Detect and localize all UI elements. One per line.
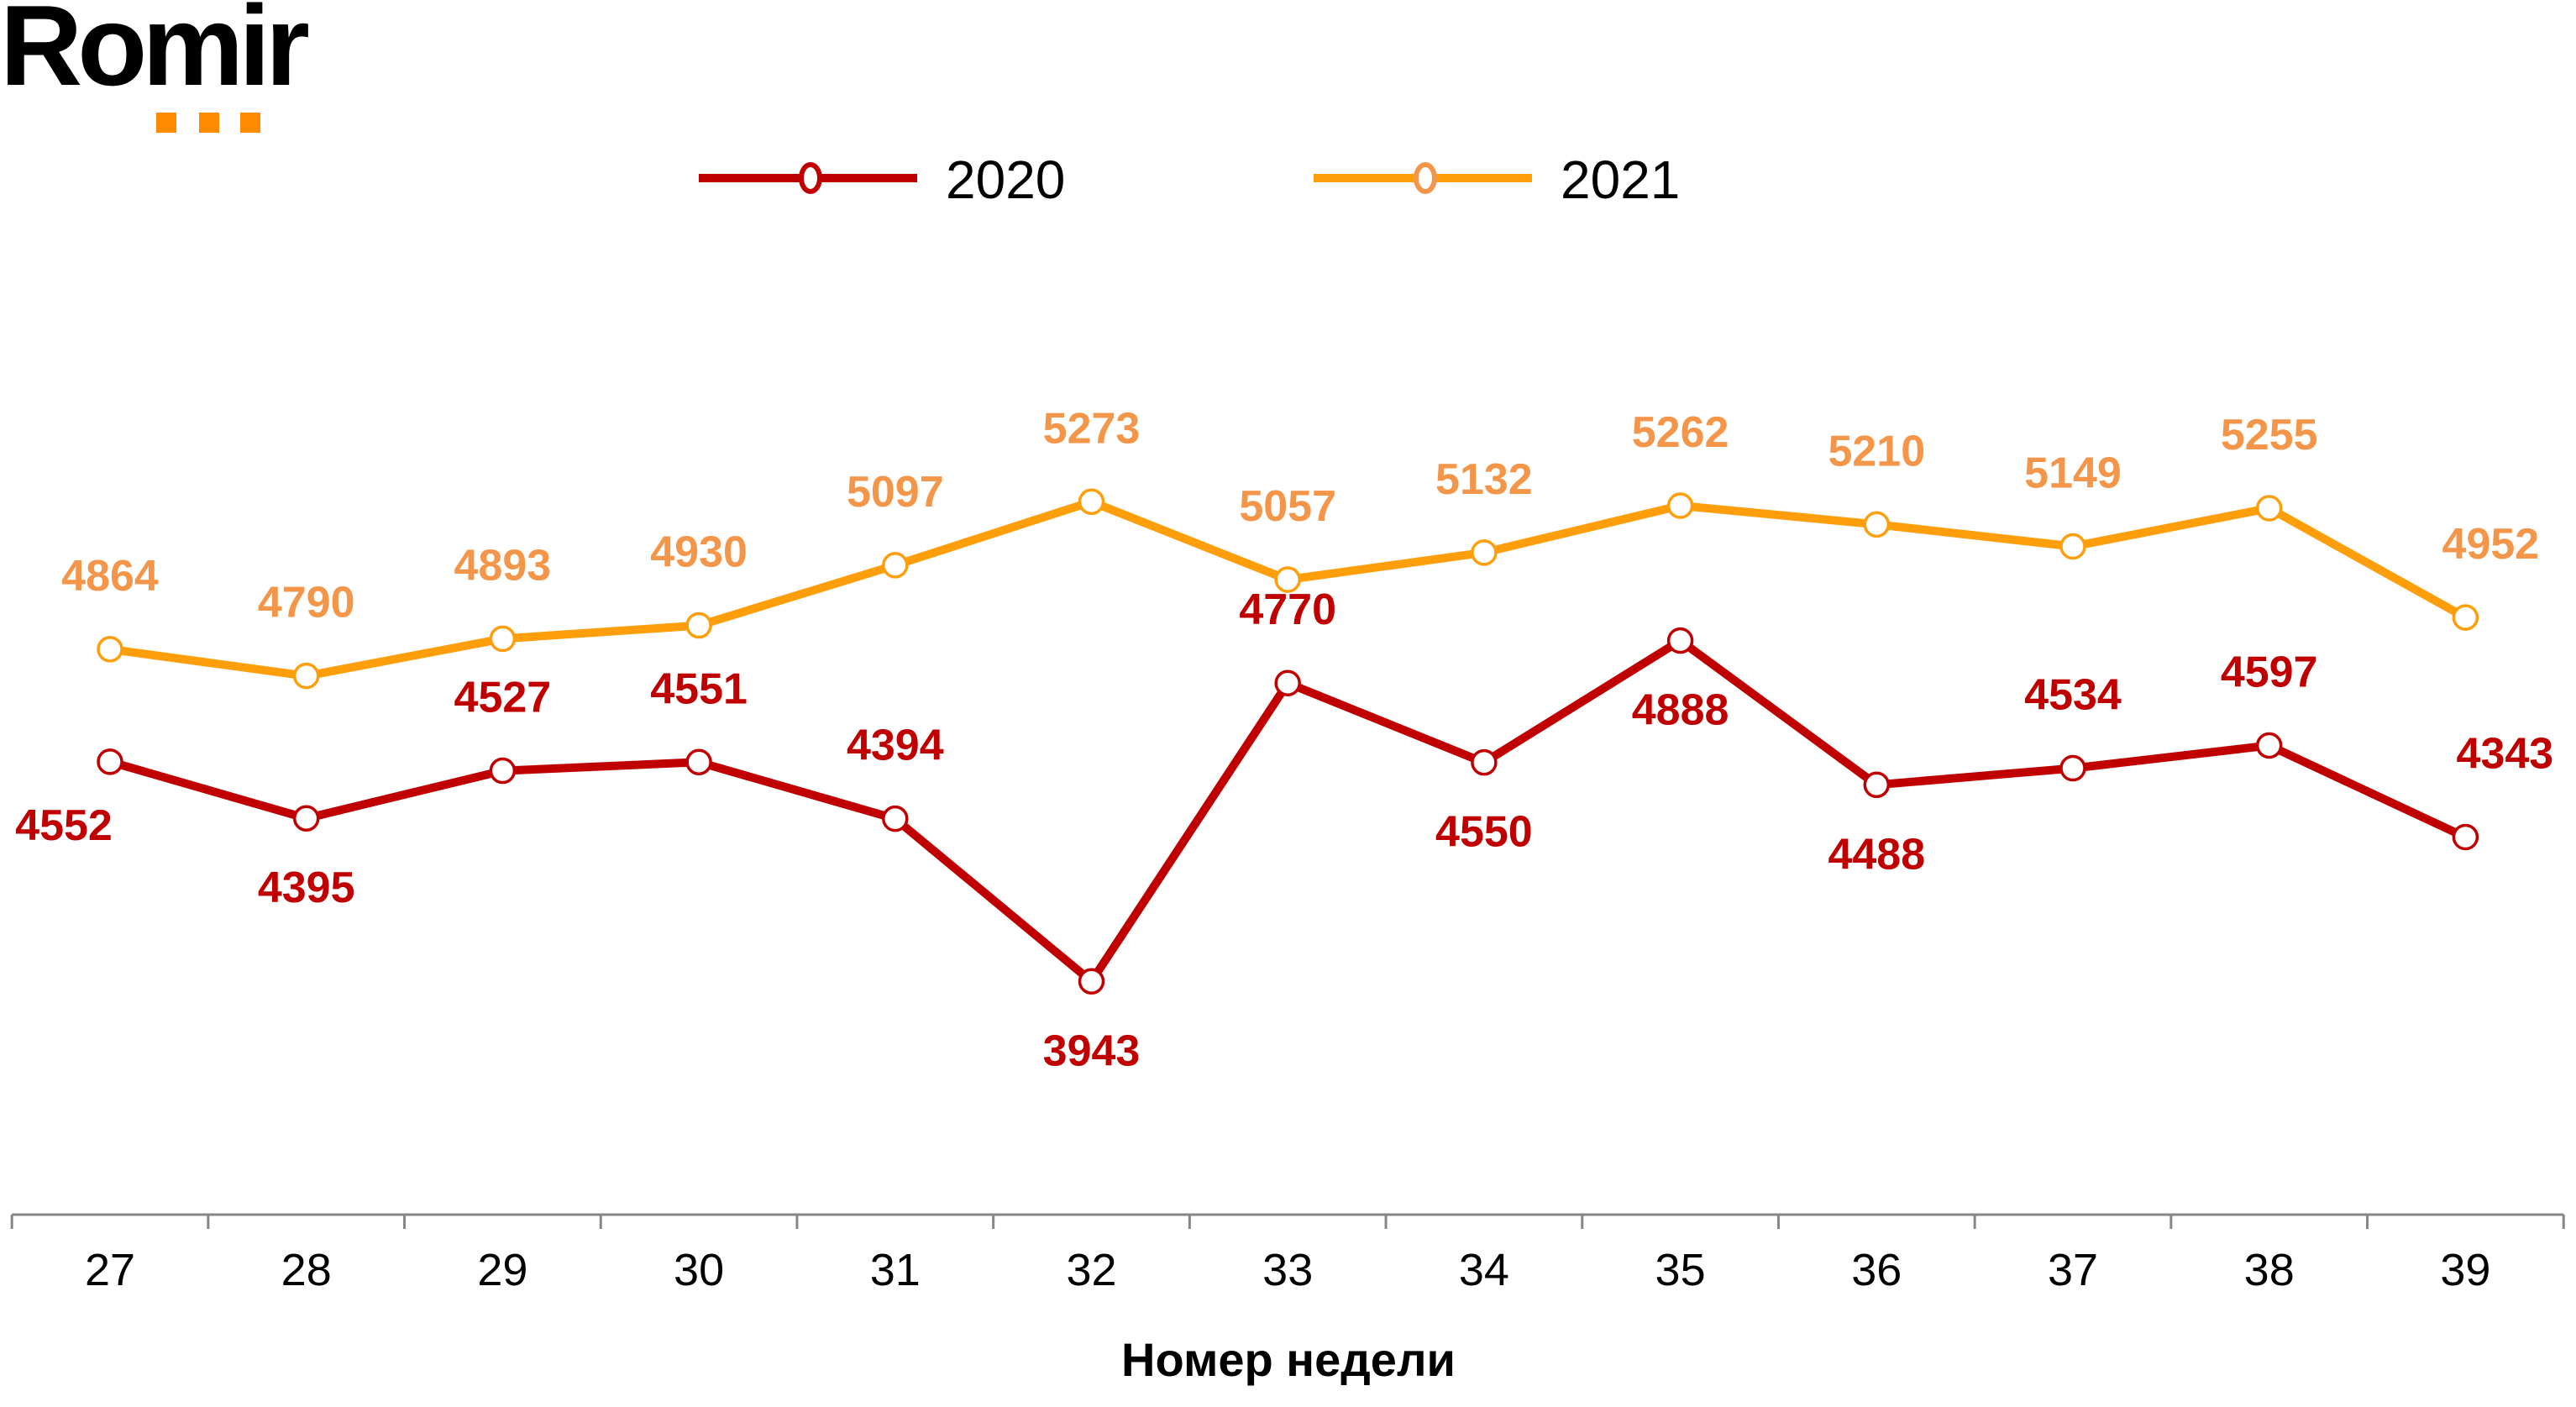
data-label: 4888 [1632,686,1729,735]
data-label: 4488 [1828,830,1925,879]
logo-dot-icon [199,113,219,133]
data-label: 4552 [15,801,113,850]
x-tick-label: 37 [2048,1245,2098,1295]
data-label: 4952 [2442,520,2540,569]
logo-wordmark: Romir [0,0,310,109]
romir-logo: Romir [0,0,361,143]
data-label: 4534 [2024,671,2122,720]
data-point-marker [1666,492,1694,519]
series-2020: 4552 4395 4527 4551 4394 3943 4770 4550 4888 4488… [15,585,2553,1075]
data-point-marker [1863,771,1891,799]
data-label: 4343 [2457,730,2554,779]
legend-label: 2020 [946,150,1065,210]
legend-marker-icon [799,162,822,194]
data-label: 5149 [2024,449,2122,498]
data-point-marker [1274,669,1301,696]
x-tick-label: 33 [1262,1245,1313,1295]
data-point-marker [685,612,712,639]
data-point-marker [1471,539,1498,566]
data-point-marker [1863,511,1891,538]
data-point-marker [2452,823,2479,851]
x-axis: 27 28 29 30 31 32 33 34 35 36 37 38 39 [10,1213,2565,1295]
data-label: 5132 [1435,455,1533,504]
data-point-marker [882,552,909,579]
x-tick-label: 32 [1066,1245,1116,1295]
series-2021: 4864 4790 4893 4930 5097 5273 5057 5132 5262 5210… [61,404,2540,690]
data-point-marker [2255,732,2283,759]
data-label: 4597 [2221,648,2318,697]
data-label: 5273 [1043,404,1141,453]
data-point-marker [489,757,517,785]
chart-series: 4864 4790 4893 4930 5097 5273 5057 5132 5262 5210… [15,404,2553,1075]
data-label: 3943 [1043,1026,1141,1075]
data-point-marker [489,625,517,653]
logo-dot-icon [156,113,176,133]
data-point-marker [1078,968,1105,995]
data-point-marker [1471,748,1498,776]
data-label: 4864 [61,552,159,601]
data-label: 4527 [454,674,552,722]
data-point-marker [97,748,123,775]
data-point-marker [882,805,909,832]
logo-dot-icon [240,113,260,133]
data-label: 4893 [454,541,552,590]
x-tick-label: 35 [1655,1245,1706,1295]
data-label: 4930 [650,528,748,577]
data-label: 4395 [258,864,355,912]
x-tick-label: 27 [85,1245,135,1295]
data-point-marker [1666,627,1694,654]
legend-label: 2021 [1561,150,1680,210]
data-label: 4770 [1239,585,1336,634]
data-label: 5097 [847,468,944,517]
data-label: 4550 [1435,808,1533,857]
x-tick-label: 39 [2440,1245,2490,1295]
data-point-marker [685,748,712,776]
data-point-marker [1078,488,1105,516]
data-point-marker [1274,566,1301,593]
data-label: 4394 [847,722,944,770]
data-label: 4551 [650,664,748,713]
data-point-marker [292,805,320,832]
legend-item-2021: 2021 [1314,150,1680,210]
x-tick-label: 31 [870,1245,921,1295]
x-tick-label: 38 [2244,1245,2295,1295]
chart-legend: 2020 2021 [699,150,1680,210]
data-point-marker [2059,754,2086,782]
x-tick-label: 36 [1851,1245,1902,1295]
x-axis-title: Номер недели [1121,1333,1456,1386]
data-point-marker [2452,604,2479,631]
data-point-marker [2059,533,2086,560]
x-tick-label: 28 [281,1245,332,1295]
data-point-marker [97,636,123,663]
data-label: 5255 [2221,411,2318,459]
legend-item-2020: 2020 [699,150,1065,210]
data-label: 5057 [1239,482,1336,531]
data-label: 4790 [258,579,355,627]
legend-marker-icon [1414,162,1437,194]
data-label: 5210 [1828,427,1925,475]
data-label: 5262 [1632,408,1729,457]
x-tick-label: 30 [674,1245,724,1295]
data-point-marker [2255,495,2283,522]
x-tick-label: 34 [1459,1245,1509,1295]
x-tick-label: 29 [477,1245,527,1295]
data-point-marker [292,662,320,690]
